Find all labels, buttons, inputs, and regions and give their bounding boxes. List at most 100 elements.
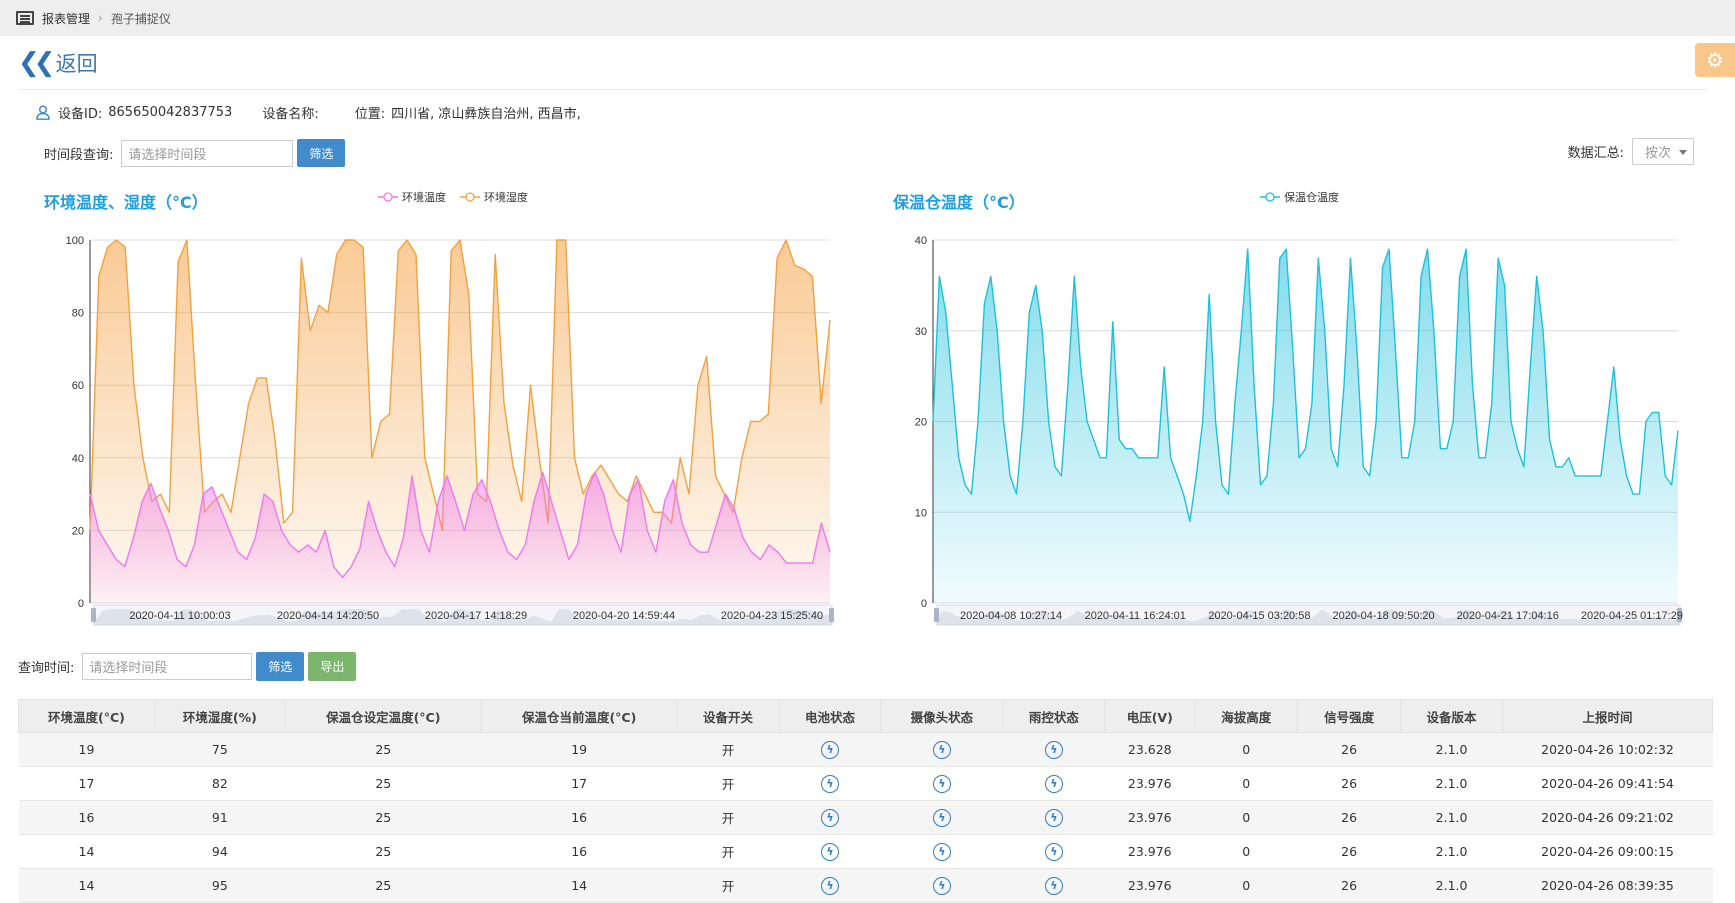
- device-id-label: 设备ID:: [58, 107, 103, 122]
- zoom-handle-left: [91, 608, 96, 622]
- status-cell: ϟ: [880, 868, 1003, 903]
- series-line-0: [932, 248, 1679, 522]
- table-cell: 75: [154, 732, 286, 767]
- export-button[interactable]: 导出: [308, 652, 357, 681]
- table-cell: 25: [285, 766, 482, 801]
- y-tick-label: 30: [915, 326, 927, 338]
- table-cell: 19: [481, 732, 678, 767]
- gear-icon: ⚙: [1706, 48, 1724, 72]
- x-tick-label: 2020-04-08 10:27:14: [960, 610, 1062, 622]
- chamber-chart-title: 保温仓温度（°C）: [893, 193, 1025, 212]
- device-info: 设备ID: 865650042837753 设备名称: 位置: 四川省, 凉山彝…: [36, 103, 581, 122]
- table-cell: 25: [285, 834, 482, 869]
- env-chart[interactable]: 0 20 40 60 80 100 2020-04-11 10:00:03 2020-04-1…: [50, 228, 840, 628]
- column-header: 海拔高度: [1194, 699, 1299, 733]
- table-cell: 16: [481, 800, 678, 835]
- column-header: 环境湿度(%): [153, 699, 286, 733]
- status-cell: ϟ: [1002, 834, 1105, 869]
- query-time-input[interactable]: 请选择时间段: [82, 653, 253, 680]
- breadcrumb-root[interactable]: 报表管理: [42, 11, 91, 26]
- table-cell: 2.1.0: [1400, 834, 1503, 869]
- zoom-slider-preview: [94, 609, 832, 625]
- bolt-icon: ϟ: [820, 842, 839, 861]
- bolt-icon: ϟ: [932, 774, 951, 793]
- table-cell: 开: [677, 766, 779, 801]
- legend-item-chamber[interactable]: 保温仓温度: [1260, 189, 1339, 205]
- divider: [18, 89, 1708, 90]
- legend-marker-temperature: [378, 192, 398, 202]
- table-cell: 25: [285, 868, 482, 903]
- time-range-input[interactable]: 请选择时间段: [121, 139, 294, 167]
- x-tick-label: 2020-04-14 14:20:50: [277, 610, 379, 622]
- time-range-label: 时间段查询:: [44, 147, 114, 163]
- env-chart-title: 环境温度、湿度（°C）: [44, 193, 208, 212]
- series-area-0: [933, 249, 1678, 603]
- bolt-icon: ϟ: [932, 740, 951, 759]
- table-cell: 0: [1194, 834, 1298, 869]
- legend-marker-chamber: [1260, 192, 1280, 202]
- status-cell: ϟ: [880, 766, 1003, 801]
- table-cell: 94: [154, 834, 286, 869]
- table-cell: 0: [1194, 800, 1298, 835]
- y-tick-label: 60: [72, 380, 84, 392]
- table-cell: 23.628: [1104, 732, 1195, 767]
- y-tick-label: 40: [72, 453, 84, 465]
- aggregate-label: 数据汇总:: [1567, 146, 1624, 161]
- series-line-1: [89, 471, 831, 579]
- list-icon: [16, 11, 34, 25]
- legend-item-humidity[interactable]: 环境湿度: [460, 189, 528, 205]
- table-cell: 82: [154, 766, 286, 801]
- table-cell: 0: [1194, 732, 1298, 767]
- y-tick-label: 10: [915, 507, 927, 519]
- status-cell: ϟ: [880, 732, 1003, 767]
- chamber-chart[interactable]: 0 10 20 30 40 2020-04-08 10:27:14 2020-04-11 1…: [888, 228, 1688, 628]
- legend-label-chamber: 保温仓温度: [1284, 191, 1339, 204]
- table-cell: 23.976: [1104, 868, 1195, 903]
- table-cell: 2020-04-26 10:02:32: [1502, 732, 1713, 767]
- legend-marker-humidity: [460, 192, 480, 202]
- table-cell: 23.976: [1104, 766, 1195, 801]
- y-tick-label: 20: [72, 525, 84, 537]
- back-label: 返回: [55, 52, 98, 76]
- settings-button[interactable]: ⚙: [1695, 43, 1735, 77]
- legend-item-temperature[interactable]: 环境温度: [378, 189, 446, 205]
- back-button[interactable]: ❮❮ 返回: [18, 48, 98, 78]
- table-cell: 23.976: [1104, 800, 1195, 835]
- y-tick-label: 100: [66, 235, 84, 247]
- chamber-chart-legend: 保温仓温度: [1260, 189, 1353, 205]
- x-tick-label: 2020-04-20 14:59:44: [573, 610, 675, 622]
- location-value: 四川省, 凉山彝族自治州, 西昌市,: [391, 107, 581, 122]
- zoom-handle-left: [934, 608, 939, 622]
- table-cell: 开: [677, 732, 779, 767]
- column-header: 雨控状态: [1002, 699, 1106, 733]
- status-cell: ϟ: [1002, 732, 1105, 767]
- column-header: 电压(V): [1104, 699, 1196, 733]
- table-cell: 16: [18, 800, 155, 835]
- table-cell: 2.1.0: [1400, 868, 1503, 903]
- y-tick-label: 40: [915, 235, 927, 247]
- bolt-icon: ϟ: [820, 740, 839, 759]
- table-cell: 2020-04-26 08:39:35: [1502, 868, 1713, 903]
- zoom-slider-preview: [937, 609, 1680, 625]
- bolt-icon: ϟ: [1044, 740, 1063, 759]
- table-cell: 2.1.0: [1400, 800, 1503, 835]
- zoom-handle-right: [1677, 608, 1682, 622]
- table-cell: 14: [18, 834, 155, 869]
- data-table: 环境温度(°C) 环境湿度(%) 保温仓设定温度(°C) 保温仓当前温度(°C) 设备开…: [18, 699, 1713, 903]
- query-filter-button[interactable]: 筛选: [256, 652, 305, 681]
- x-tick-label: 2020-04-25 01:17:29: [1581, 610, 1683, 622]
- table-cell: 0: [1194, 766, 1298, 801]
- location-label: 位置:: [354, 107, 386, 122]
- x-tick-label: 2020-04-11 16:24:01: [1085, 610, 1186, 622]
- column-header: 环境温度(°C): [18, 699, 155, 733]
- table-cell: 19: [18, 732, 155, 767]
- aggregate-select[interactable]: 按次: [1632, 138, 1694, 165]
- column-header: 保温仓设定温度(°C): [284, 699, 482, 733]
- time-range-filter-button[interactable]: 筛选: [297, 139, 346, 167]
- table-cell: 26: [1297, 868, 1401, 903]
- table-cell: 14: [481, 868, 678, 903]
- x-tick-label: 2020-04-17 14:18:29: [425, 610, 527, 622]
- bolt-icon: ϟ: [1044, 876, 1063, 895]
- x-tick-label: 2020-04-18 09:50:20: [1333, 610, 1435, 622]
- time-range-filter: 时间段查询: 请选择时间段 筛选: [44, 139, 346, 167]
